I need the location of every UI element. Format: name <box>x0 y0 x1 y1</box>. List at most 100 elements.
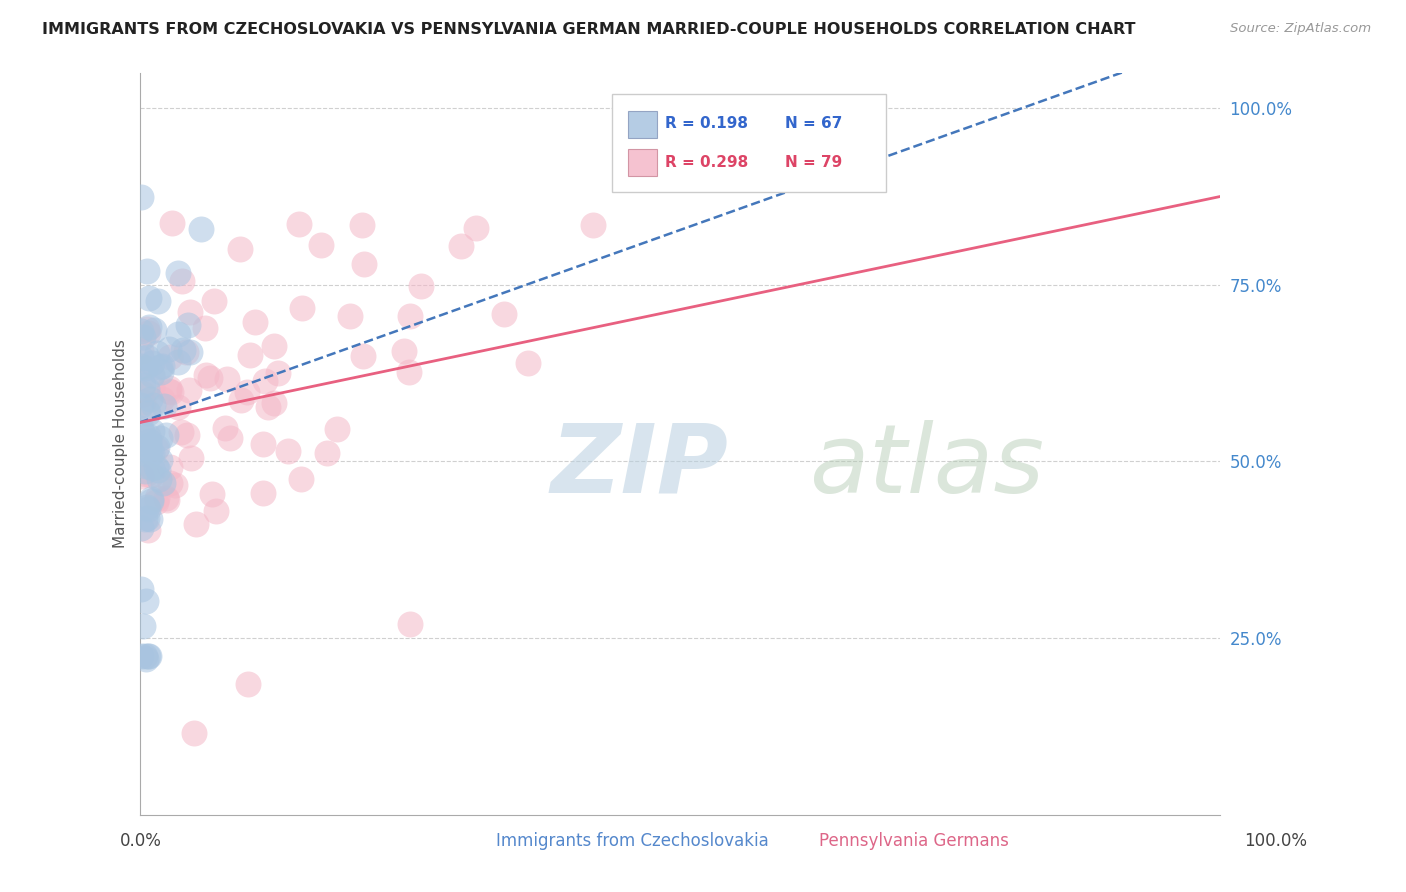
Point <box>183 726 205 740</box>
Point <box>152 392 174 406</box>
Point <box>129 359 152 374</box>
Point <box>253 374 276 388</box>
Point <box>142 398 165 412</box>
Text: Immigrants from Czechoslovakia: Immigrants from Czechoslovakia <box>496 831 769 849</box>
Point <box>350 218 373 232</box>
Text: Pennsylvania Germans: Pennsylvania Germans <box>818 831 1010 849</box>
Point <box>194 368 217 383</box>
Text: N = 67: N = 67 <box>785 117 842 131</box>
Point <box>163 478 186 492</box>
Point <box>149 453 172 467</box>
Point <box>399 309 422 323</box>
Point <box>134 360 156 375</box>
Point <box>145 459 167 474</box>
Text: 100.0%: 100.0% <box>1244 831 1308 849</box>
Point <box>288 217 311 231</box>
Point <box>129 351 152 366</box>
Point <box>177 318 200 332</box>
Point <box>141 445 163 459</box>
Point <box>229 243 252 257</box>
Point <box>159 459 181 474</box>
Point <box>132 619 155 633</box>
Point <box>135 594 157 608</box>
Point <box>291 301 314 315</box>
Point <box>129 324 152 338</box>
Point <box>146 463 169 477</box>
Point <box>148 359 170 374</box>
Point <box>167 266 190 280</box>
Point <box>339 309 361 323</box>
Point <box>153 399 176 413</box>
Point <box>129 521 152 535</box>
Point <box>157 384 180 398</box>
Point <box>138 319 160 334</box>
Point <box>145 442 167 457</box>
Point <box>214 420 236 434</box>
Point <box>135 404 157 418</box>
Point <box>236 384 259 399</box>
Point <box>150 359 173 373</box>
Point <box>141 380 163 394</box>
Point <box>134 464 156 478</box>
Text: N = 79: N = 79 <box>785 155 842 169</box>
Point <box>157 343 180 357</box>
Point <box>184 516 207 531</box>
Point <box>143 322 166 336</box>
Point <box>167 327 190 342</box>
Point <box>139 445 162 459</box>
Point <box>134 648 156 663</box>
Text: IMMIGRANTS FROM CZECHOSLOVAKIA VS PENNSYLVANIA GERMAN MARRIED-COUPLE HOUSEHOLDS : IMMIGRANTS FROM CZECHOSLOVAKIA VS PENNSY… <box>42 22 1136 37</box>
Point <box>263 396 285 410</box>
Point <box>159 350 181 364</box>
Point <box>202 294 225 309</box>
Point <box>219 431 242 445</box>
Point <box>136 322 159 336</box>
Point <box>134 458 156 473</box>
Point <box>156 492 179 507</box>
Text: ZIP: ZIP <box>550 419 728 513</box>
Point <box>141 424 163 438</box>
Text: 0.0%: 0.0% <box>120 831 162 849</box>
Point <box>132 329 155 343</box>
Point <box>141 356 163 370</box>
Point <box>136 326 159 340</box>
Point <box>145 494 167 508</box>
Point <box>139 494 162 508</box>
Text: atlas: atlas <box>810 419 1045 513</box>
Point <box>353 257 375 271</box>
Point <box>582 219 605 233</box>
Point <box>201 486 224 500</box>
Point <box>160 384 183 399</box>
Point <box>352 349 374 363</box>
Point <box>465 221 488 235</box>
Point <box>141 461 163 475</box>
Point <box>146 294 169 309</box>
Point <box>136 500 159 514</box>
Point <box>263 339 285 353</box>
Point <box>398 365 420 379</box>
Point <box>138 438 160 452</box>
Point <box>132 387 155 401</box>
Point <box>136 264 159 278</box>
Point <box>492 307 515 321</box>
Point <box>132 378 155 392</box>
Point <box>198 371 221 385</box>
Point <box>229 393 252 408</box>
Point <box>290 472 312 486</box>
Point <box>167 354 190 368</box>
Point <box>135 382 157 396</box>
Point <box>450 239 472 253</box>
Point <box>155 491 177 505</box>
Point <box>146 346 169 360</box>
Point <box>136 501 159 516</box>
Point <box>239 348 262 362</box>
Point <box>132 394 155 409</box>
Point <box>141 368 163 382</box>
Point <box>138 291 160 305</box>
Point <box>135 350 157 364</box>
Text: R = 0.298: R = 0.298 <box>665 155 748 169</box>
Point <box>148 472 170 486</box>
Point <box>146 440 169 454</box>
Point <box>150 365 173 379</box>
Point <box>139 392 162 406</box>
